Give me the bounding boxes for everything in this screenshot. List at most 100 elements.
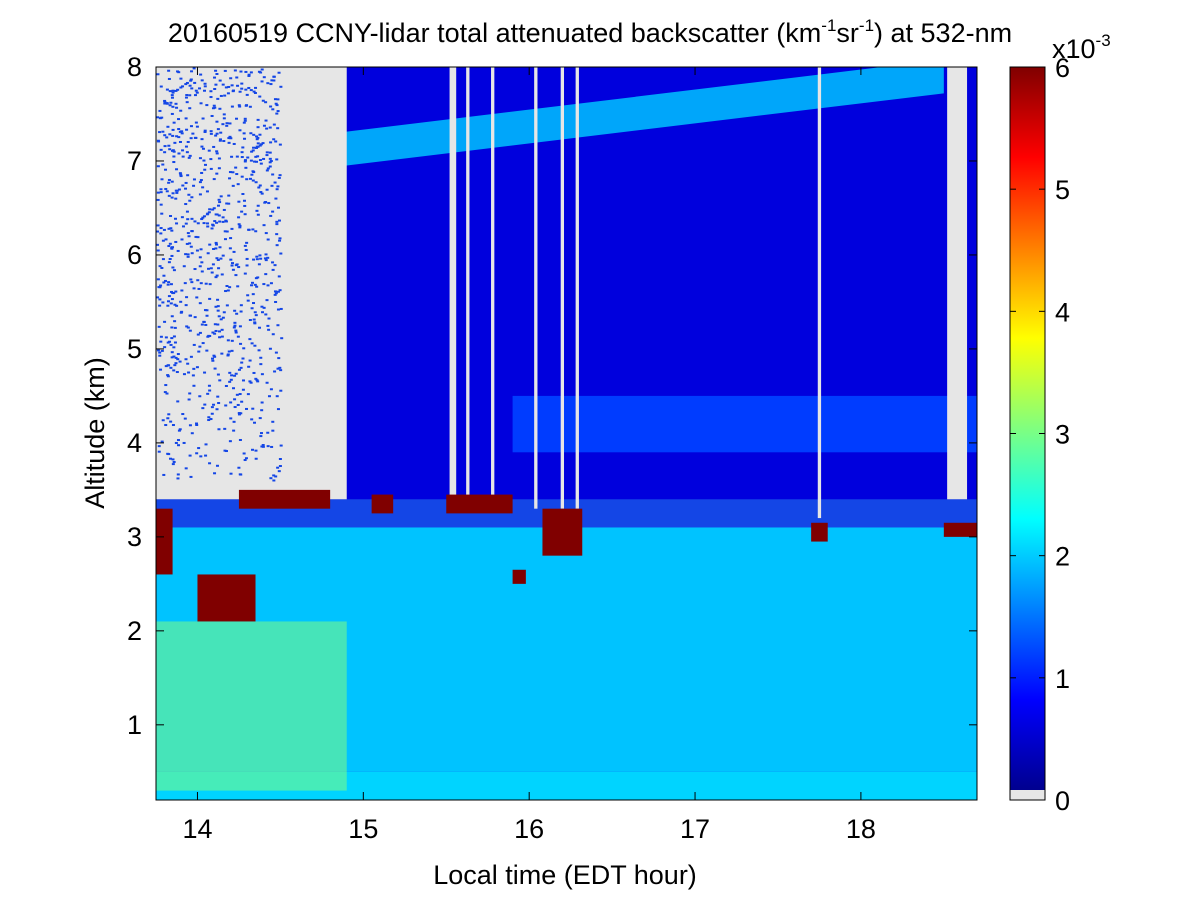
speckle-dot: [218, 107, 222, 110]
speckle-dot: [190, 281, 194, 284]
speckle-dot: [252, 133, 256, 136]
speckle-dot: [253, 421, 257, 424]
speckle-dot: [254, 277, 258, 280]
speckle-dot: [203, 82, 207, 85]
speckle-dot: [173, 326, 177, 329]
speckle-dot: [208, 462, 212, 465]
speckle-dot: [202, 159, 206, 162]
speckle-dot: [269, 282, 273, 285]
speckle-dot: [199, 179, 203, 182]
speckle-dot: [185, 151, 189, 154]
speckle-dot: [275, 223, 279, 226]
speckle-dot: [258, 133, 262, 136]
speckle-dot: [251, 448, 255, 451]
speckle-dot: [244, 70, 248, 73]
speckle-dot: [230, 155, 234, 158]
y-tick-label: 7: [127, 146, 142, 176]
speckle-dot: [227, 194, 231, 197]
speckle-dot: [186, 253, 190, 256]
speckle-dot: [245, 104, 249, 107]
speckle-dot: [264, 313, 268, 316]
speckle-dot: [207, 211, 211, 214]
speckle-dot: [247, 74, 251, 77]
speckle-dot: [228, 135, 232, 138]
speckle-dot: [214, 83, 218, 86]
speckle-dot: [163, 151, 167, 154]
speckle-dot: [207, 267, 211, 270]
speckle-dot: [168, 258, 172, 261]
speckle-dot: [277, 71, 281, 74]
cloud-8: [943, 522, 977, 537]
speckle-dot: [275, 158, 279, 161]
speckle-dot: [188, 392, 192, 395]
speckle-dot: [163, 346, 167, 349]
speckle-dot: [178, 140, 182, 143]
speckle-dot: [265, 169, 269, 172]
speckle-dot: [262, 283, 266, 286]
speckle-dot: [234, 166, 238, 169]
speckle-dot: [218, 330, 222, 333]
speckle-dot: [240, 175, 244, 178]
speckle-dot: [184, 96, 188, 99]
speckle-dot: [258, 326, 262, 329]
speckle-dot: [174, 290, 178, 293]
speckle-dot: [217, 428, 221, 431]
speckle-dot: [226, 289, 230, 292]
speckle-dot: [225, 202, 229, 205]
speckle-dot: [208, 208, 212, 211]
speckle-dot: [257, 186, 261, 189]
speckle-dot: [247, 86, 251, 89]
speckle-dot: [215, 464, 219, 467]
speckle-dot: [215, 132, 219, 135]
speckle-dot: [179, 311, 183, 314]
speckle-dot: [156, 198, 160, 201]
cloud-4: [446, 494, 513, 514]
speckle-dot: [156, 73, 160, 76]
speckle-dot: [193, 81, 197, 84]
speckle-dot: [238, 90, 242, 93]
speckle-dot: [272, 138, 276, 141]
colorbar-nodata-swatch: [1010, 790, 1045, 800]
speckle-dot: [196, 333, 200, 336]
speckle-dot: [279, 444, 283, 447]
speckle-dot: [188, 199, 192, 202]
speckle-dot: [167, 181, 171, 184]
speckle-dot: [272, 123, 276, 126]
speckle-dot: [277, 470, 281, 473]
speckle-dot: [203, 129, 207, 132]
speckle-dot: [235, 393, 239, 396]
speckle-dot: [276, 308, 280, 311]
speckle-dot: [215, 408, 219, 411]
speckle-dot: [171, 266, 175, 269]
speckle-dot: [255, 209, 259, 212]
speckle-dot: [181, 184, 185, 187]
speckle-dot: [170, 298, 174, 301]
speckle-dot: [174, 362, 178, 365]
speckle-dot: [184, 145, 188, 148]
speckle-dot: [223, 449, 227, 452]
speckle-dot: [170, 247, 174, 250]
speckle-dot: [202, 320, 206, 323]
speckle-dot: [201, 407, 205, 410]
speckle-dot: [184, 222, 188, 225]
speckle-dot: [277, 176, 281, 179]
speckle-dot: [164, 365, 168, 368]
speckle-dot: [217, 204, 221, 207]
speckle-dot: [239, 342, 243, 345]
speckle-dot: [202, 215, 206, 218]
speckle-dot: [220, 273, 224, 276]
speckle-dot: [270, 79, 274, 82]
speckle-dot: [227, 85, 231, 88]
speckle-dot: [278, 143, 282, 146]
speckle-dot: [274, 292, 278, 295]
speckle-dot: [231, 268, 235, 271]
speckle-dot: [175, 189, 179, 192]
speckle-dot: [228, 380, 232, 383]
speckle-dot: [216, 298, 220, 301]
speckle-dot: [242, 347, 246, 350]
speckle-dot: [241, 357, 245, 360]
speckle-dot: [171, 91, 175, 94]
speckle-dot: [248, 338, 252, 341]
speckle-dot: [237, 200, 241, 203]
speckle-dot: [172, 155, 176, 158]
